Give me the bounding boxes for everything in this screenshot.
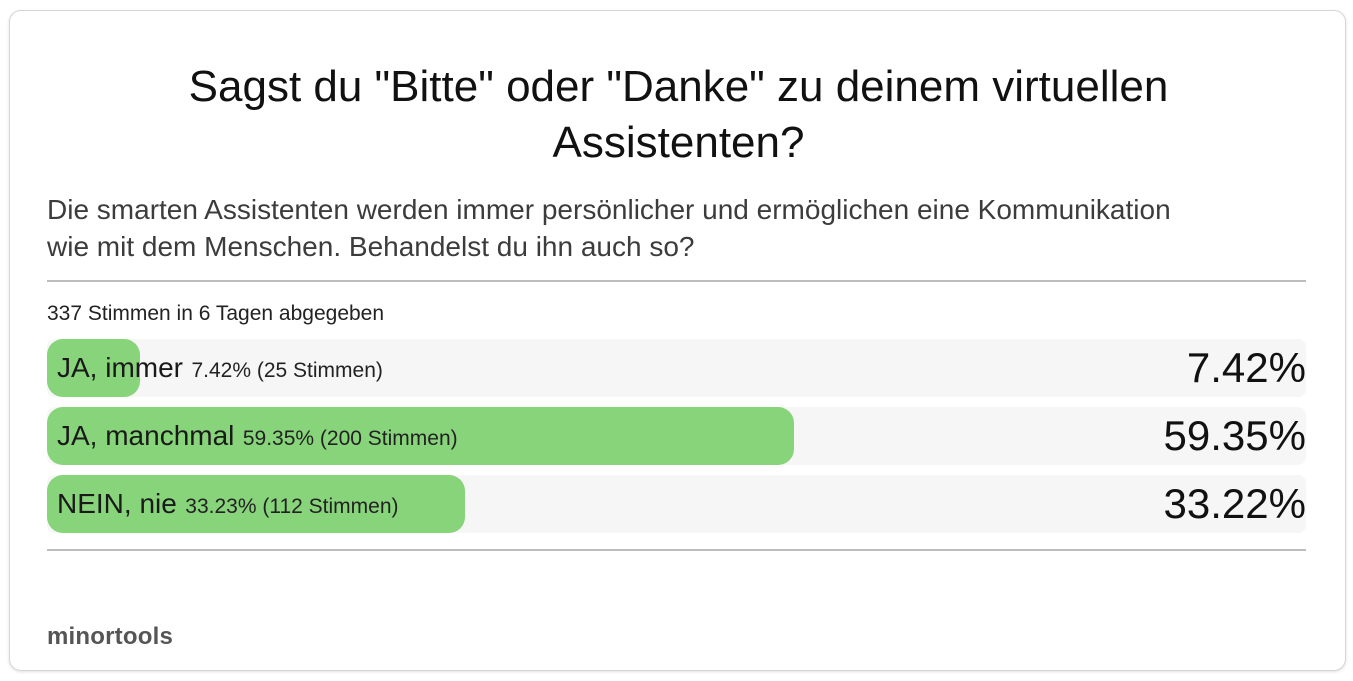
poll-options: JA, immer 7.42% (25 Stimmen) 7.42% JA, m… bbox=[47, 339, 1306, 543]
option-percentage: 7.42% bbox=[1186, 344, 1306, 391]
option-name: NEIN, nie bbox=[57, 488, 177, 519]
poll-description: Die smarten Assistenten werden immer per… bbox=[47, 194, 1171, 262]
option-name: JA, manchmal bbox=[57, 420, 235, 451]
option-result-bar bbox=[47, 407, 795, 465]
poll-option[interactable]: NEIN, nie 33.23% (112 Stimmen) 33.22% bbox=[47, 475, 1306, 533]
poll-card: Sagst du "Bitte" oder "Danke" zu deinem … bbox=[9, 10, 1346, 671]
option-result-bar bbox=[47, 339, 141, 397]
option-vote-detail: 59.35% (200 Stimmen) bbox=[242, 427, 458, 450]
divider-bottom bbox=[47, 549, 1306, 551]
votes-summary: 337 Stimmen in 6 Tagen abgegeben bbox=[47, 302, 385, 325]
option-vote-detail: 7.42% (25 Stimmen) bbox=[191, 359, 383, 382]
poll-option[interactable]: JA, manchmal 59.35% (200 Stimmen) 59.35% bbox=[47, 407, 1306, 465]
option-vote-detail: 33.23% (112 Stimmen) bbox=[185, 495, 399, 518]
option-name: JA, immer bbox=[57, 352, 183, 383]
divider-top bbox=[47, 280, 1306, 282]
brand-logo-text[interactable]: minortools bbox=[47, 623, 173, 650]
option-percentage: 59.35% bbox=[1163, 412, 1306, 459]
option-result-bar bbox=[47, 475, 466, 533]
option-percentage: 33.22% bbox=[1163, 480, 1306, 527]
poll-title: Sagst du "Bitte" oder "Danke" zu deinem … bbox=[188, 62, 1169, 167]
poll-option[interactable]: JA, immer 7.42% (25 Stimmen) 7.42% bbox=[47, 339, 1306, 397]
